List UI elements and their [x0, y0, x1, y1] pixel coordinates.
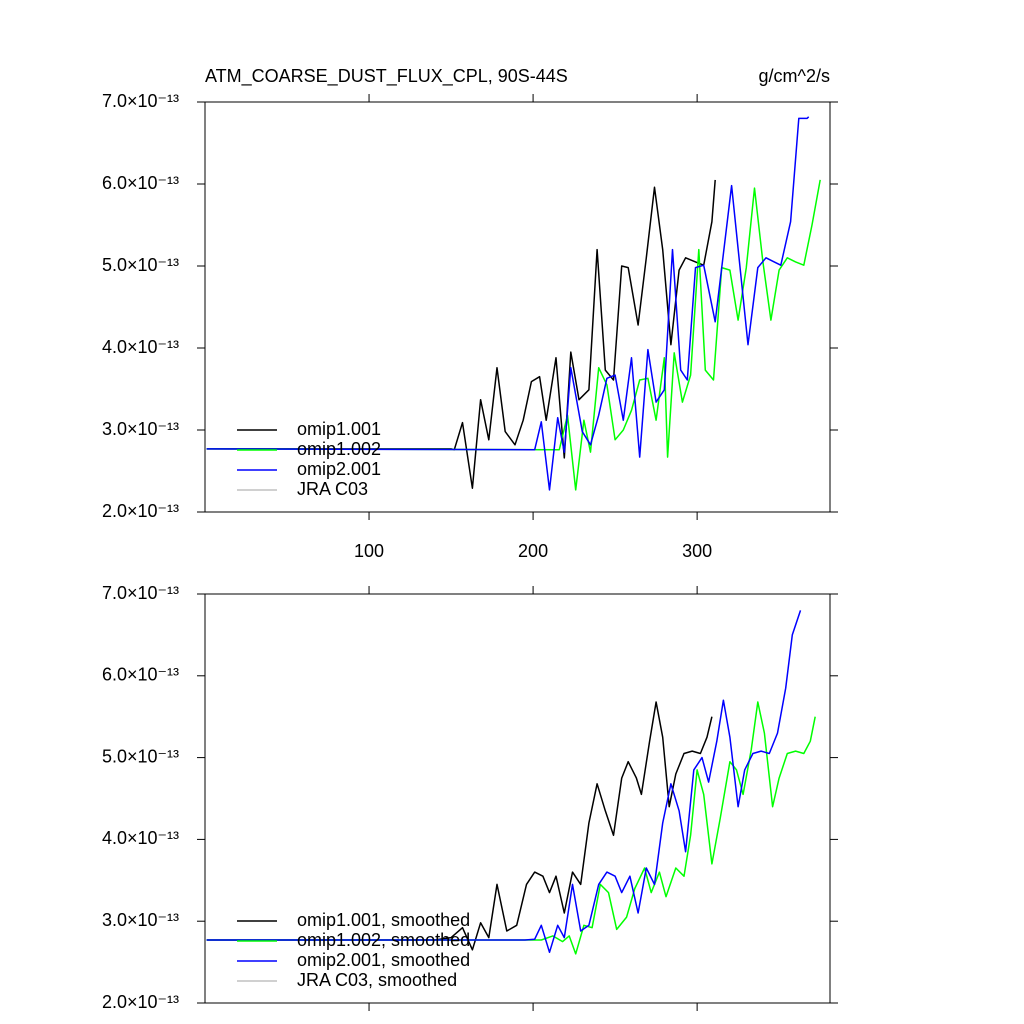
chart-title: ATM_COARSE_DUST_FLUX_CPL, 90S-44S [205, 66, 568, 87]
y-tick-label: 3.0×10⁻¹³ [102, 910, 179, 930]
legend-label: omip1.002, smoothed [297, 930, 470, 950]
y-tick-label: 7.0×10⁻¹³ [102, 91, 179, 111]
y-tick-label: 2.0×10⁻¹³ [102, 992, 179, 1012]
units-label: g/cm^2/s [759, 66, 830, 86]
series-line [206, 701, 713, 951]
y-tick-label: 5.0×10⁻¹³ [102, 255, 179, 275]
legend-label: JRA C03, smoothed [297, 970, 457, 990]
y-tick-label: 6.0×10⁻¹³ [102, 665, 179, 685]
y-tick-label: 4.0×10⁻¹³ [102, 828, 179, 848]
y-tick-label: 2.0×10⁻¹³ [102, 501, 179, 521]
legend-label: omip1.001 [297, 419, 381, 439]
y-tick-label: 7.0×10⁻¹³ [102, 583, 179, 603]
y-tick-label: 4.0×10⁻¹³ [102, 337, 179, 357]
y-tick-label: 3.0×10⁻¹³ [102, 419, 179, 439]
legend-label: JRA C03 [297, 479, 368, 499]
plot-frame [204, 593, 831, 1004]
series-line [206, 701, 816, 955]
legend-label: omip1.001, smoothed [297, 910, 470, 930]
series-line [206, 179, 821, 491]
series-line [206, 116, 810, 491]
y-tick-label: 5.0×10⁻¹³ [102, 746, 179, 766]
legend-label: omip2.001 [297, 459, 381, 479]
y-tick-label: 6.0×10⁻¹³ [102, 173, 179, 193]
series-line [206, 179, 716, 489]
x-tick-label: 200 [518, 541, 548, 561]
series-line [206, 610, 802, 954]
x-tick-label: 100 [354, 541, 384, 561]
legend-label: omip2.001, smoothed [297, 950, 470, 970]
x-tick-label: 300 [682, 541, 712, 561]
legend-label: omip1.002 [297, 439, 381, 459]
plot-frame [204, 101, 831, 513]
